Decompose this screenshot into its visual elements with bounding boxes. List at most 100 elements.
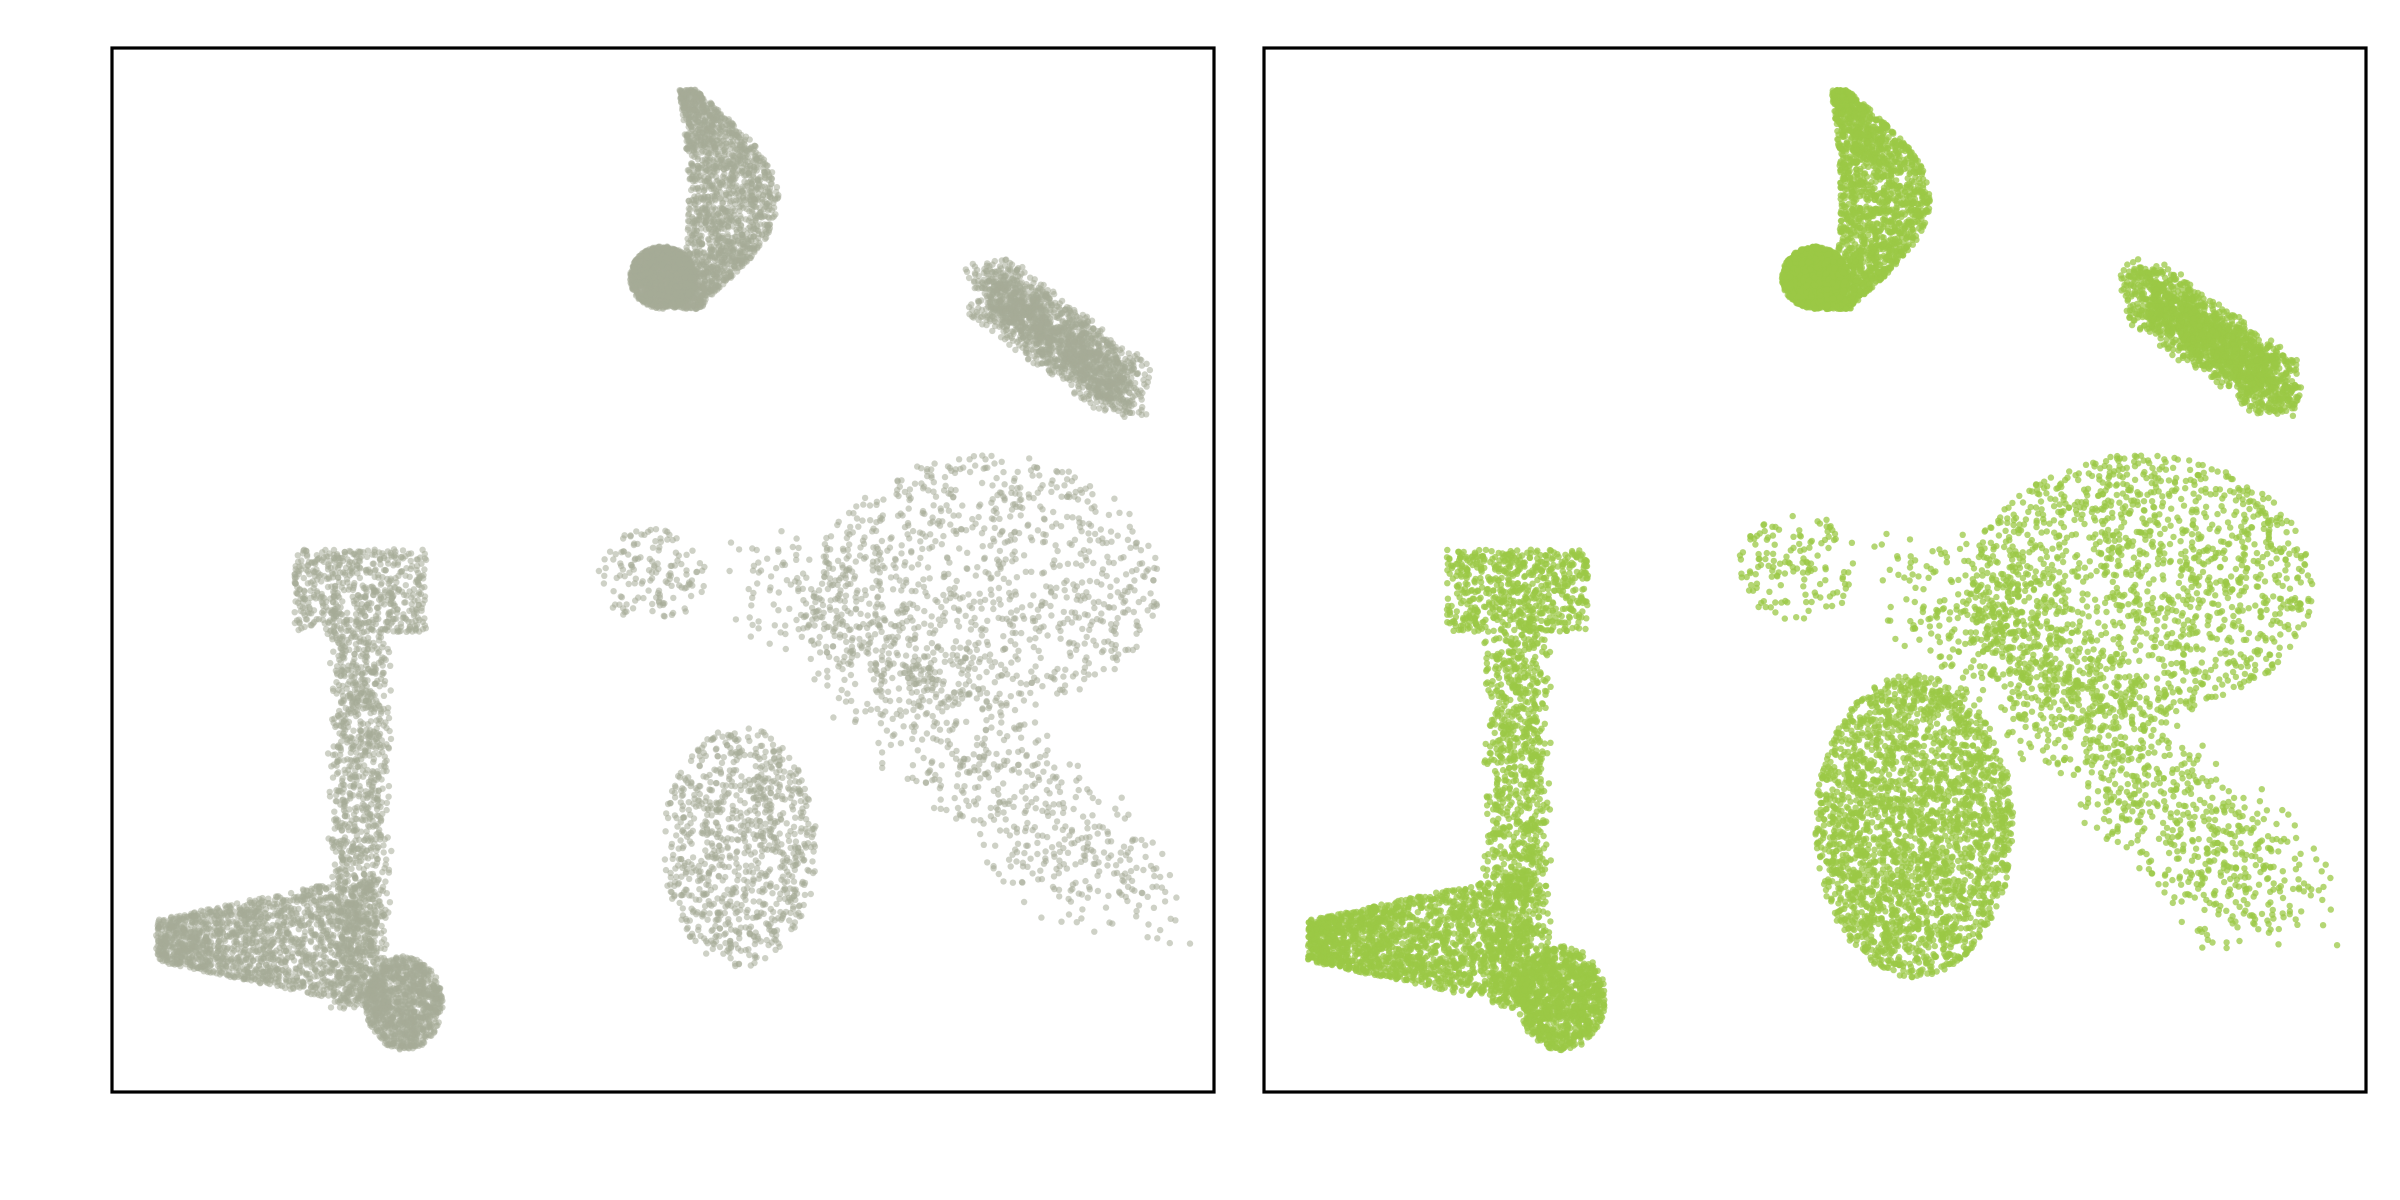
scatter-point	[721, 149, 729, 156]
scatter-point	[747, 214, 754, 222]
scatter-point	[728, 239, 735, 246]
scatter-point	[657, 255, 664, 262]
scatter-point	[1053, 337, 1060, 344]
scatter-point	[758, 214, 765, 221]
scatter-point	[1087, 350, 1094, 357]
scatter-point	[1141, 371, 1149, 378]
scatter-point	[724, 223, 732, 230]
scatter-point	[1067, 310, 1075, 317]
scatter-point	[696, 212, 703, 220]
scatter-point	[708, 275, 716, 283]
scatter-point	[732, 190, 739, 198]
scatter-point	[707, 264, 714, 271]
scatter-point	[1097, 332, 1104, 340]
scatter-point	[761, 235, 769, 243]
scatter-point	[672, 290, 679, 298]
scatter-point	[1103, 342, 1111, 349]
scatter-point	[730, 253, 738, 261]
scatter-point	[680, 90, 688, 97]
scatter-point	[700, 284, 707, 291]
scatter-point	[695, 106, 702, 113]
scatter-point	[692, 141, 699, 149]
scatter-point	[638, 289, 645, 297]
scatter-point	[711, 193, 719, 200]
scatter-point	[701, 193, 708, 200]
scatter-point	[743, 165, 751, 173]
scatter-point	[717, 128, 724, 136]
scatter-point	[710, 286, 717, 293]
scatter-point	[1104, 349, 1112, 356]
scatter-point	[675, 251, 683, 258]
scatter-point	[1055, 345, 1062, 352]
scatter-point	[660, 244, 668, 251]
scatter-point	[683, 145, 690, 152]
scatter-point	[1118, 349, 1125, 357]
scatter-point	[696, 242, 703, 250]
scatter-point	[685, 167, 693, 174]
scatter-point	[1012, 346, 1019, 354]
scatter-point	[1122, 400, 1129, 408]
scatter-point	[689, 107, 696, 114]
scatter-point	[992, 287, 1000, 294]
scatter-point	[973, 284, 980, 291]
scatter-point	[1043, 360, 1051, 367]
scatter-point	[720, 261, 727, 268]
scatter-point	[700, 187, 708, 195]
scatter-point	[725, 260, 733, 268]
scatter-point	[685, 239, 692, 247]
scatter-point	[1066, 368, 1073, 375]
scatter-point	[729, 120, 736, 127]
scatter-point	[706, 138, 713, 146]
scatter-point	[1012, 285, 1020, 292]
scatter-point	[642, 270, 649, 277]
scatter-point	[715, 266, 722, 274]
scatter-point	[745, 240, 752, 247]
scatter-point	[728, 170, 735, 178]
scatter-point	[709, 122, 716, 129]
scatter-point	[637, 282, 644, 289]
scatter-point	[748, 192, 755, 199]
scatter-point	[654, 249, 661, 256]
scatter-point	[772, 211, 779, 218]
scatter-point	[1133, 351, 1141, 358]
scatter-point	[1089, 335, 1097, 342]
scatter-point	[1040, 281, 1047, 289]
scatter-point	[760, 206, 768, 213]
scatter-point	[768, 180, 775, 187]
scatter-point	[709, 254, 716, 261]
scatter-point	[661, 302, 669, 309]
scatter-point	[699, 99, 707, 107]
scatter-point	[1114, 379, 1122, 387]
scatter-point	[1094, 393, 1101, 400]
scatter-point	[750, 233, 757, 240]
scatter-point	[727, 272, 734, 280]
scatter-point	[691, 176, 699, 183]
scatter-point	[715, 236, 722, 244]
scatter-point	[748, 144, 755, 151]
scatter-point	[697, 301, 705, 309]
scatter-point	[738, 131, 745, 139]
scatter-point	[697, 291, 704, 299]
scatter-point	[1034, 361, 1041, 368]
scatter-point	[697, 126, 704, 134]
scatter-point	[758, 154, 765, 161]
scatter-point	[997, 270, 1004, 277]
scatter-point	[691, 119, 698, 126]
scatter-point	[728, 208, 735, 215]
points-layer-left	[153, 86, 1194, 1053]
scatter-point	[1137, 387, 1144, 394]
scatter-point	[1028, 284, 1035, 291]
scatter-point	[978, 284, 986, 291]
scatter-point	[665, 288, 672, 295]
scatter-point	[693, 220, 701, 227]
scatter-point	[1060, 324, 1068, 331]
scatter-point	[698, 225, 705, 232]
scatter-point	[724, 158, 731, 165]
scatter-point	[727, 216, 734, 224]
scatter-point	[658, 262, 666, 269]
scatter-point	[693, 251, 701, 258]
scatter-point	[991, 257, 998, 265]
scatter-point	[983, 268, 991, 275]
scatter-point	[754, 222, 761, 229]
scatter-point	[1059, 362, 1066, 369]
